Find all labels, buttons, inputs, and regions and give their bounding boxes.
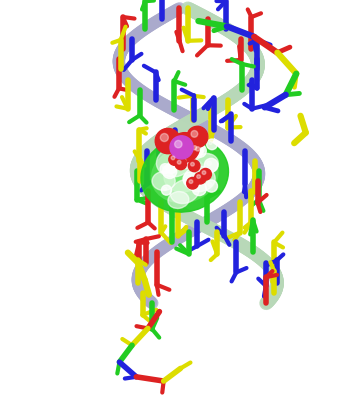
- Ellipse shape: [178, 138, 204, 162]
- Circle shape: [160, 134, 168, 142]
- Circle shape: [193, 176, 203, 186]
- Circle shape: [182, 143, 185, 146]
- Circle shape: [193, 144, 206, 158]
- Circle shape: [175, 140, 182, 148]
- Circle shape: [191, 130, 198, 137]
- Circle shape: [172, 147, 189, 164]
- Circle shape: [179, 156, 192, 168]
- Ellipse shape: [156, 147, 192, 177]
- Circle shape: [187, 178, 198, 189]
- Circle shape: [171, 161, 174, 164]
- Circle shape: [192, 181, 206, 196]
- Circle shape: [193, 146, 197, 150]
- Circle shape: [180, 141, 190, 151]
- Circle shape: [195, 178, 198, 181]
- Circle shape: [195, 184, 200, 189]
- Circle shape: [170, 133, 199, 162]
- Circle shape: [187, 126, 208, 147]
- Circle shape: [191, 162, 194, 166]
- Circle shape: [189, 180, 193, 184]
- Ellipse shape: [141, 137, 229, 212]
- Circle shape: [209, 141, 212, 144]
- Circle shape: [169, 154, 180, 165]
- Circle shape: [197, 175, 200, 178]
- Circle shape: [176, 138, 185, 148]
- Circle shape: [168, 165, 171, 168]
- Circle shape: [205, 180, 217, 192]
- Circle shape: [175, 151, 181, 156]
- Ellipse shape: [193, 154, 218, 175]
- Circle shape: [190, 143, 203, 156]
- Circle shape: [188, 160, 200, 172]
- Circle shape: [170, 136, 193, 159]
- Circle shape: [204, 158, 218, 172]
- Circle shape: [169, 159, 179, 169]
- Circle shape: [171, 156, 175, 160]
- Ellipse shape: [152, 172, 175, 190]
- Circle shape: [172, 146, 186, 160]
- Circle shape: [164, 187, 167, 190]
- Circle shape: [161, 185, 171, 195]
- Circle shape: [175, 158, 187, 170]
- Ellipse shape: [170, 180, 199, 204]
- Circle shape: [206, 139, 217, 150]
- Circle shape: [186, 175, 191, 180]
- Circle shape: [195, 172, 206, 184]
- Circle shape: [207, 161, 212, 166]
- Circle shape: [175, 149, 179, 153]
- Circle shape: [165, 167, 170, 172]
- Circle shape: [163, 164, 177, 178]
- Circle shape: [196, 147, 200, 151]
- Ellipse shape: [164, 158, 205, 192]
- Circle shape: [200, 168, 212, 180]
- Circle shape: [183, 172, 197, 186]
- Ellipse shape: [184, 166, 215, 192]
- Ellipse shape: [151, 147, 218, 202]
- Circle shape: [208, 182, 212, 186]
- Circle shape: [177, 160, 181, 164]
- Circle shape: [182, 158, 186, 162]
- Circle shape: [202, 171, 206, 174]
- Circle shape: [160, 164, 170, 174]
- Circle shape: [162, 166, 165, 169]
- Circle shape: [155, 128, 180, 154]
- Circle shape: [166, 162, 177, 174]
- Ellipse shape: [168, 192, 189, 208]
